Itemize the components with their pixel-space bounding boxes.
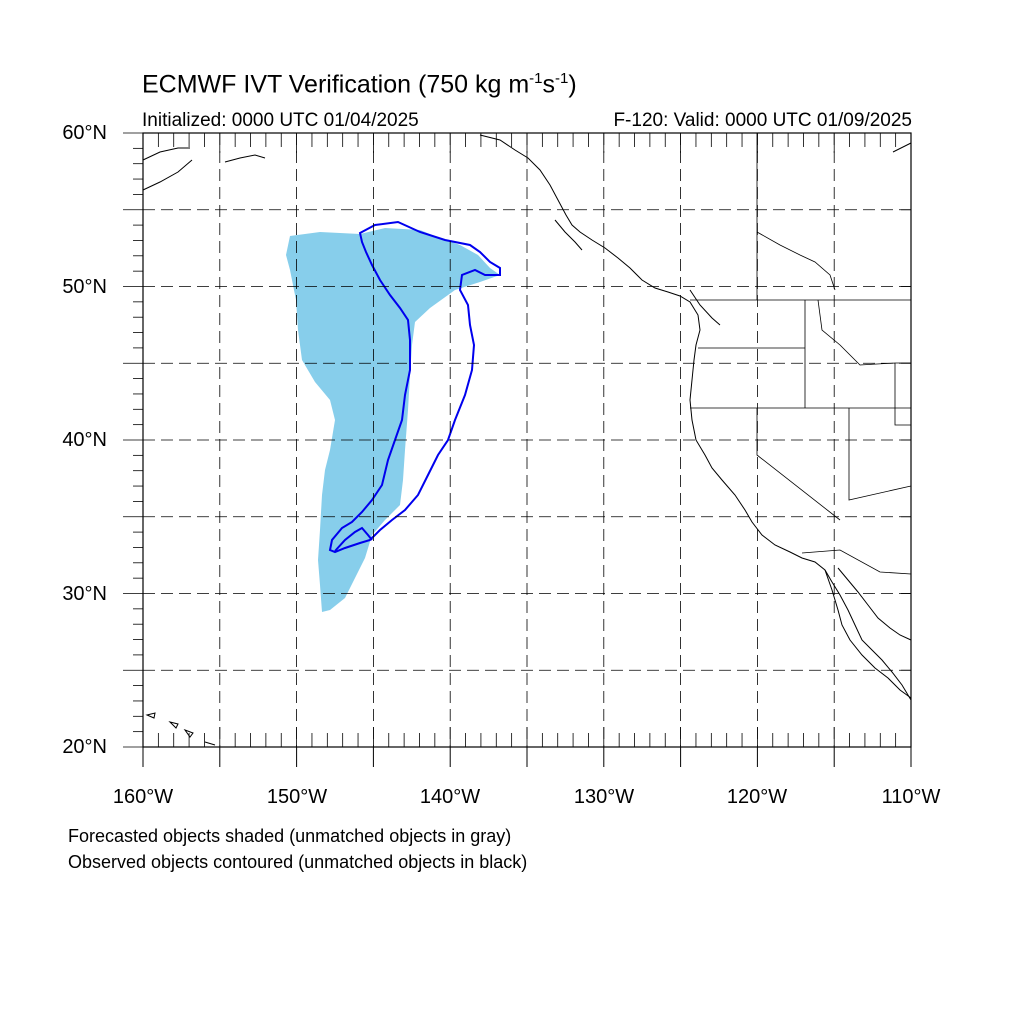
- valid-time: F-120: Valid: 0000 UTC 01/09/2025: [613, 110, 912, 131]
- lat-label-40: 40°N: [62, 429, 107, 451]
- coastline-alaska: [142, 147, 266, 191]
- observed-contour-inner: [334, 526, 373, 552]
- canada-lines: [756, 231, 836, 291]
- legend-forecast-note: Forecasted objects shaded (unmatched obj…: [68, 826, 512, 846]
- coastline-north-america: [479, 134, 912, 701]
- observed-contour: [328, 220, 501, 554]
- coastline-bc-islands: [554, 219, 721, 326]
- coastline-gulf: [837, 567, 912, 641]
- coastline-ne: [892, 142, 912, 153]
- lat-label-30: 30°N: [62, 583, 107, 605]
- lat-label-50: 50°N: [62, 276, 107, 298]
- graticule: [143, 133, 911, 747]
- coastline-baja: [824, 569, 912, 699]
- lon-label-120w: 120°W: [726, 786, 788, 808]
- lon-label-130w: 130°W: [573, 786, 635, 808]
- lat-label-20: 20°N: [62, 736, 107, 758]
- lon-label-150w: 150°W: [266, 786, 328, 808]
- map-title: ECMWF IVT Verification (750 kg m-1s-1): [142, 70, 577, 99]
- lat-label-60: 60°N: [62, 122, 107, 144]
- coastline-hawaii: [145, 712, 216, 746]
- lon-label-110w: 110°W: [881, 786, 941, 808]
- tick-marks: [123, 132, 912, 767]
- lon-label-140w: 140°W: [419, 786, 481, 808]
- forecast-object: [286, 228, 500, 612]
- state-borders: [690, 133, 912, 575]
- lon-label-160w: 160°W: [112, 786, 174, 808]
- initialized-time: Initialized: 0000 UTC 01/04/2025: [142, 110, 419, 131]
- legend-observed-note: Observed objects contoured (unmatched ob…: [68, 852, 528, 872]
